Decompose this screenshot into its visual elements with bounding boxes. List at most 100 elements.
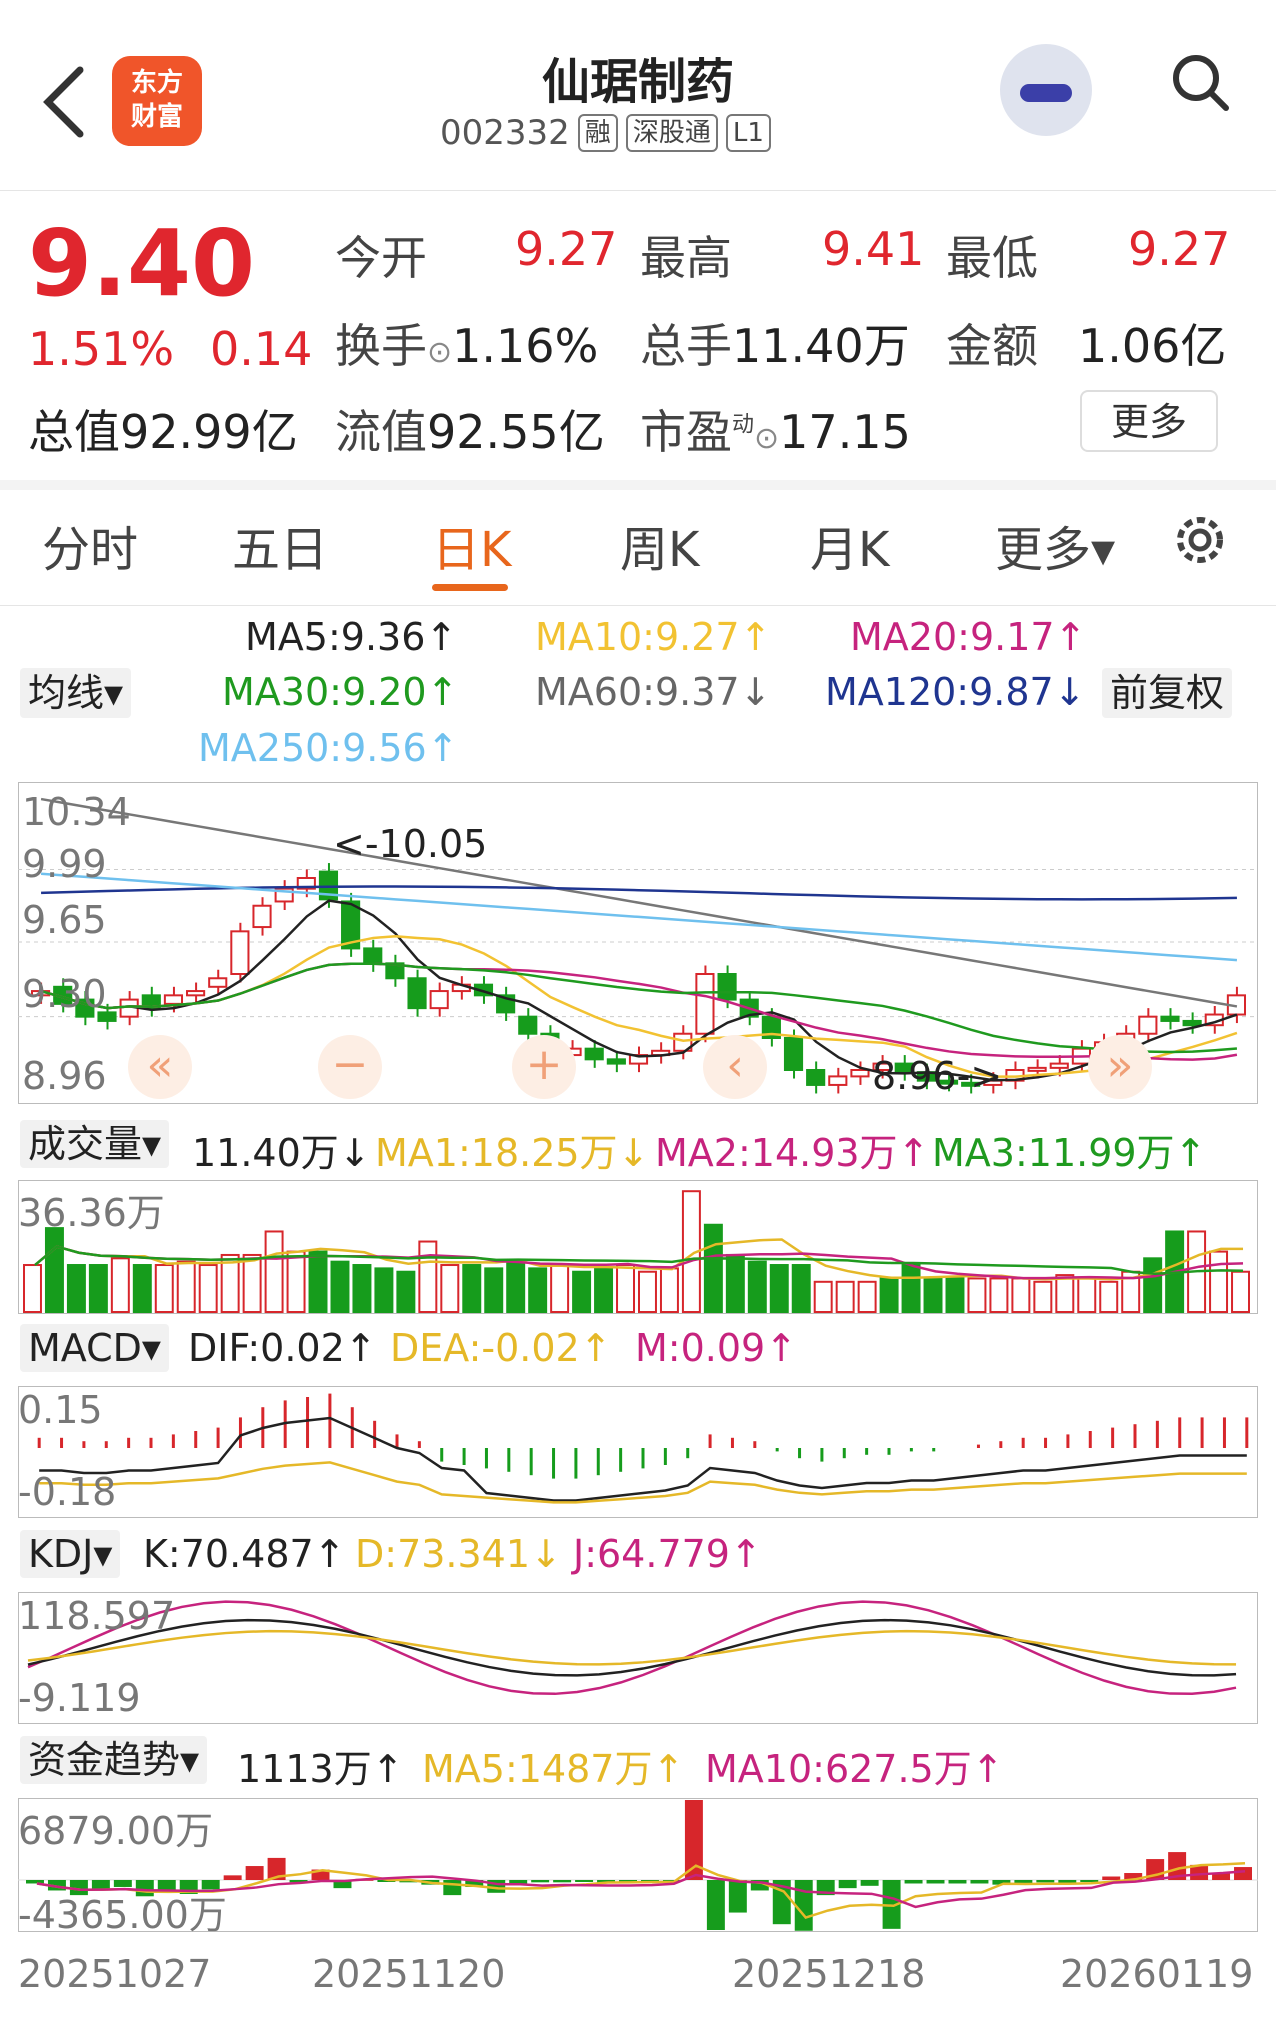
- fund-bar: [553, 1880, 572, 1883]
- volume-bar: [396, 1270, 416, 1314]
- volume-ma3: MA3:11.99万↑: [932, 1131, 1207, 1175]
- tab-intraday[interactable]: 分时: [42, 522, 139, 578]
- fund-bar: [728, 1880, 747, 1913]
- double-left-icon[interactable]: «: [128, 1035, 192, 1099]
- back-chevron-icon[interactable]: [38, 62, 88, 142]
- macd-selector[interactable]: MACD▾: [20, 1324, 169, 1372]
- volume-bar: [1099, 1280, 1119, 1313]
- volume-bar: [220, 1253, 240, 1313]
- volume-bar: [967, 1277, 987, 1314]
- candle-body: [518, 1015, 538, 1035]
- macd-dif-line: [39, 1416, 1247, 1502]
- ma120-legend: MA120:9.87↓: [825, 670, 1086, 714]
- tab-more[interactable]: 更多▾: [995, 522, 1116, 578]
- fund-bar: [1036, 1880, 1055, 1883]
- zoom-in-icon[interactable]: +: [512, 1035, 576, 1099]
- more-quote-button[interactable]: 更多: [1080, 390, 1218, 452]
- ma60-legend: MA60:9.37↓: [535, 670, 772, 714]
- fund-value: 1113万↑: [237, 1747, 404, 1791]
- candle-body: [606, 1058, 626, 1065]
- kdj-d-line: [27, 1629, 1237, 1666]
- kline-y-tick: 8.96: [22, 1054, 107, 1098]
- kdj-selector[interactable]: KDJ▾: [20, 1530, 121, 1578]
- volume-bar: [638, 1270, 657, 1314]
- tab-daily-k[interactable]: 日K: [432, 522, 512, 578]
- fund-bar: [1212, 1873, 1231, 1880]
- candle-body: [341, 900, 361, 950]
- low-marker: 8.96->: [872, 1054, 1003, 1098]
- kdj-chart[interactable]: [18, 1592, 1258, 1724]
- kdj-y-tick: -9.119: [18, 1676, 141, 1720]
- ma250-line: [40, 872, 1238, 962]
- date-tick: 20251120: [312, 1952, 506, 1996]
- fund-bar: [531, 1880, 550, 1883]
- turnover-stat[interactable]: 换手⊙1.16%: [335, 319, 599, 373]
- candle-body: [695, 973, 715, 1035]
- volume-stat: 总手11.40万: [640, 319, 910, 373]
- volume-bar: [989, 1277, 1009, 1314]
- fund-bar: [1190, 1864, 1209, 1880]
- left-icon[interactable]: ‹: [703, 1035, 767, 1099]
- kdj-panel[interactable]: [18, 1592, 1258, 1724]
- ma-selector[interactable]: 均线▾: [20, 668, 132, 718]
- fund-bar: [794, 1880, 813, 1931]
- gear-icon[interactable]: [1170, 510, 1230, 570]
- macd-dea-line: [39, 1461, 1247, 1504]
- adjust-selector[interactable]: 前复权: [1102, 668, 1233, 718]
- volume-selector[interactable]: 成交量▾: [20, 1120, 170, 1168]
- double-right-icon[interactable]: »: [1088, 1035, 1152, 1099]
- fund-bar: [838, 1880, 857, 1889]
- volume-bar: [791, 1264, 811, 1313]
- candle-body: [761, 1015, 781, 1040]
- search-icon[interactable]: [1170, 52, 1230, 112]
- fund-bar: [201, 1880, 220, 1890]
- kline-chart[interactable]: [18, 782, 1258, 1104]
- volume-bar: [484, 1267, 504, 1313]
- volume-bar: [1055, 1274, 1075, 1313]
- volume-bar: [132, 1264, 152, 1313]
- macd-chart[interactable]: [18, 1386, 1258, 1518]
- volume-bar: [528, 1267, 548, 1313]
- low-value: 9.27: [1128, 222, 1231, 276]
- low-label: 最低: [946, 231, 1038, 285]
- macd-dea: DEA:-0.02↑: [390, 1326, 612, 1370]
- fund-ma5: MA5:1487万↑: [422, 1747, 685, 1791]
- fund-bar: [684, 1800, 703, 1880]
- volume-bar: [550, 1264, 570, 1313]
- fund-bar: [245, 1866, 264, 1880]
- volume-bar: [725, 1253, 745, 1313]
- volume-bar: [506, 1260, 526, 1313]
- volume-ma2: MA2:14.93万↑: [655, 1131, 930, 1175]
- high-value: 9.41: [822, 222, 925, 276]
- fund-bar: [267, 1857, 286, 1880]
- robot-avatar-icon[interactable]: [1000, 44, 1092, 136]
- kdj-j: J:64.779↑: [573, 1532, 762, 1576]
- tab-weekly-k[interactable]: 周K: [620, 522, 700, 578]
- level-tag: L1: [725, 114, 771, 152]
- fund-panel[interactable]: [18, 1798, 1258, 1932]
- macd-y-tick: -0.18: [18, 1470, 117, 1514]
- candle-body: [252, 904, 272, 929]
- volume-chart[interactable]: [18, 1180, 1258, 1314]
- macd-panel[interactable]: [18, 1386, 1258, 1518]
- fund-chart[interactable]: [18, 1798, 1258, 1932]
- candle-body: [961, 1081, 981, 1087]
- amount-label: 金额: [946, 319, 1038, 373]
- volume-bar: [857, 1280, 877, 1313]
- ma5-legend: MA5:9.36↑: [245, 615, 458, 659]
- tab-monthly-k[interactable]: 月K: [810, 522, 890, 578]
- fund-selector[interactable]: 资金趋势▾: [20, 1736, 208, 1784]
- fund-bar: [1102, 1876, 1121, 1880]
- tab-five-day[interactable]: 五日: [232, 522, 329, 578]
- volume-bar: [1033, 1280, 1053, 1313]
- fund-bar: [69, 1880, 88, 1896]
- volume-bar: [330, 1260, 350, 1313]
- zoom-out-icon[interactable]: −: [318, 1035, 382, 1099]
- ma20-legend: MA20:9.17↑: [850, 615, 1087, 659]
- macd-m: M:0.09↑: [635, 1326, 798, 1370]
- volume-bar: [264, 1230, 284, 1313]
- margin-tag: 融: [577, 114, 618, 152]
- pe-stat[interactable]: 市盈动⊙17.15: [640, 405, 911, 459]
- date-tick: 20251218: [732, 1952, 926, 1996]
- candle-body: [673, 1032, 693, 1052]
